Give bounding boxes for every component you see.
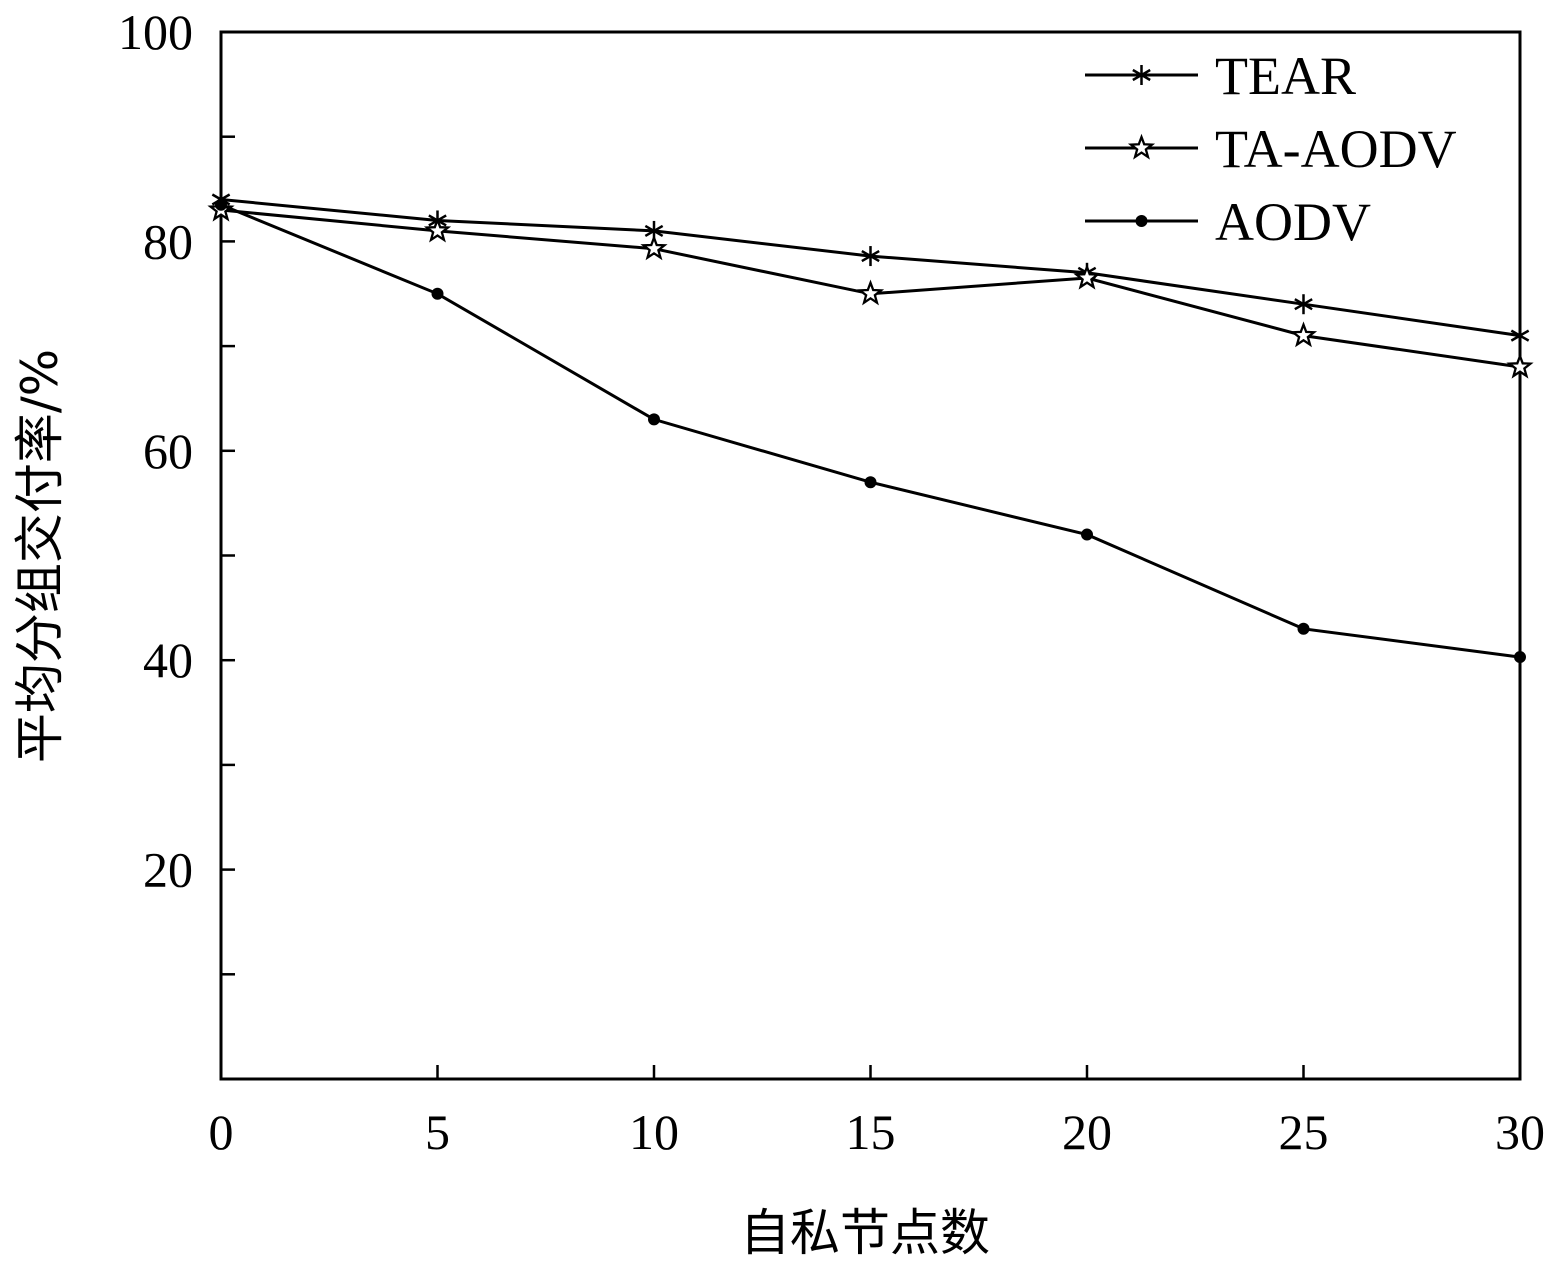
data-point-ta-aodv bbox=[423, 216, 452, 243]
legend-marker-tear bbox=[1132, 65, 1151, 85]
data-point-aodv bbox=[1514, 651, 1526, 664]
plot-frame bbox=[219, 30, 1522, 1081]
data-point-aodv bbox=[1081, 528, 1093, 541]
legend-item-tear: TEAR bbox=[1085, 46, 1356, 106]
x-tick-label: 10 bbox=[629, 1104, 679, 1160]
legend-marker-ta-aodv bbox=[1127, 133, 1156, 160]
data-point-tear bbox=[1294, 294, 1313, 315]
data-point-ta-aodv bbox=[1289, 321, 1318, 348]
data-point-aodv bbox=[215, 198, 227, 211]
data-point-ta-aodv bbox=[640, 234, 668, 261]
y-tick-label: 60 bbox=[143, 423, 193, 479]
x-tick-label: 30 bbox=[1495, 1104, 1545, 1160]
legend-label-ta-aodv: TA-AODV bbox=[1215, 119, 1457, 179]
data-point-ta-aodv bbox=[1506, 352, 1534, 379]
legend-item-ta-aodv: TA-AODV bbox=[1085, 119, 1457, 179]
y-tick-label: 40 bbox=[143, 632, 193, 688]
legend: TEAR TA-AODV AODV bbox=[1085, 46, 1457, 252]
x-tick-label: 0 bbox=[209, 1104, 234, 1160]
series-line-aodv bbox=[220, 203, 1521, 659]
y-axis-title: 平均分组交付率/% bbox=[11, 349, 69, 763]
data-point-ta-aodv bbox=[856, 279, 885, 306]
legend-item-aodv: AODV bbox=[1085, 192, 1371, 252]
y-tick-label: 20 bbox=[143, 842, 193, 898]
x-tick-label: 25 bbox=[1279, 1104, 1329, 1160]
series-ta-aodv bbox=[207, 195, 1534, 379]
legend-label-aodv: AODV bbox=[1215, 192, 1371, 252]
data-point-tear bbox=[861, 246, 880, 267]
x-tick-label: 15 bbox=[846, 1104, 896, 1160]
legend-marker-aodv bbox=[1135, 215, 1148, 227]
x-tick-label: 5 bbox=[425, 1104, 450, 1160]
y-tick-label: 80 bbox=[143, 213, 193, 269]
legend-label-tear: TEAR bbox=[1215, 46, 1356, 106]
x-tick-label: 20 bbox=[1062, 1104, 1112, 1160]
data-point-aodv bbox=[648, 413, 660, 426]
x-axis-title: 自私节点数 bbox=[740, 1204, 990, 1262]
axis-ticks bbox=[219, 30, 1522, 1079]
data-point-ta-aodv bbox=[1073, 263, 1101, 290]
series-aodv bbox=[215, 198, 1526, 664]
axis-tick-labels: 0 5 10 15 20 25 30 20 40 60 80 100 bbox=[118, 4, 1545, 1160]
y-tick-label: 100 bbox=[118, 4, 193, 60]
data-point-tear bbox=[1510, 325, 1530, 346]
data-point-aodv bbox=[431, 287, 444, 300]
data-point-aodv bbox=[1297, 622, 1310, 635]
series-group bbox=[207, 189, 1534, 664]
data-point-aodv bbox=[864, 476, 877, 489]
